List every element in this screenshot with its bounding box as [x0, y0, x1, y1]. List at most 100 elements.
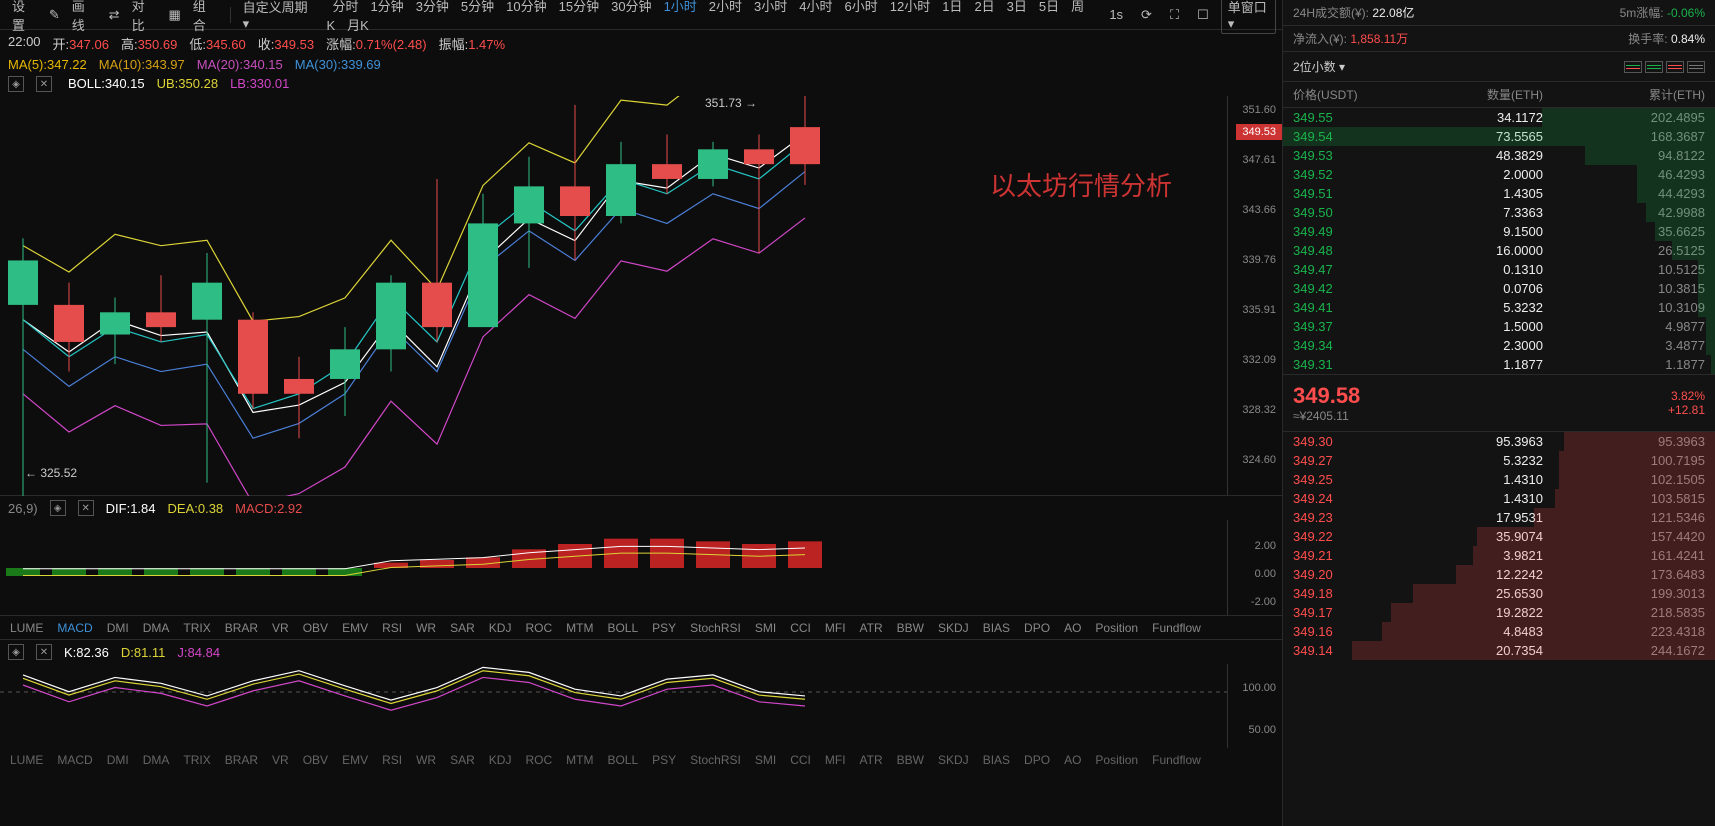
period-3小时[interactable]: 3小时 — [748, 0, 793, 16]
view-mode-2[interactable] — [1645, 61, 1663, 73]
indicator-tab-BRAR[interactable]: BRAR — [225, 621, 258, 635]
book-row[interactable]: 349.1825.6530199.3013 — [1283, 584, 1715, 603]
kdj-pane[interactable]: 100.0050.00 — [0, 664, 1282, 748]
indicator-tab-ROC[interactable]: ROC — [525, 753, 552, 767]
macd-pane[interactable]: 2.000.00-2.00 — [0, 520, 1282, 616]
view-mode-3[interactable] — [1666, 61, 1684, 73]
period-5日[interactable]: 5日 — [1033, 0, 1065, 16]
book-row[interactable]: 349.499.150035.6625 — [1283, 222, 1715, 241]
indicator-tab-BIAS[interactable]: BIAS — [983, 621, 1010, 635]
book-row[interactable]: 349.5473.5565168.3687 — [1283, 127, 1715, 146]
period-1小时[interactable]: 1小时 — [658, 0, 703, 16]
indicator-tab-DMA[interactable]: DMA — [143, 753, 170, 767]
period-3日[interactable]: 3日 — [1001, 0, 1033, 16]
indicator-tab-DMI[interactable]: DMI — [107, 753, 129, 767]
view-mode-1[interactable] — [1624, 61, 1642, 73]
indicator-tab-Fundflow[interactable]: Fundflow — [1152, 621, 1201, 635]
period-15分钟[interactable]: 15分钟 — [553, 0, 605, 16]
book-row[interactable]: 349.164.8483223.4318 — [1283, 622, 1715, 641]
indicator-tab-VR[interactable]: VR — [272, 753, 289, 767]
indicator-tab-Position[interactable]: Position — [1095, 621, 1138, 635]
indicator-tab-MFI[interactable]: MFI — [825, 621, 846, 635]
indicator-tab-BOLL[interactable]: BOLL — [607, 621, 638, 635]
indicator-tab-AO[interactable]: AO — [1064, 753, 1081, 767]
indicator-tab-BRAR[interactable]: BRAR — [225, 753, 258, 767]
indicator-tab-SAR[interactable]: SAR — [450, 753, 475, 767]
book-row[interactable]: 349.1420.7354244.1672 — [1283, 641, 1715, 660]
indicator-tab-MFI[interactable]: MFI — [825, 753, 846, 767]
indicator-tab-CCI[interactable]: CCI — [790, 621, 811, 635]
book-row[interactable]: 349.2317.9531121.5346 — [1283, 508, 1715, 527]
book-row[interactable]: 349.1719.2822218.5835 — [1283, 603, 1715, 622]
camera-icon[interactable]: ☐ — [1191, 5, 1215, 25]
indicator-tab-OBV[interactable]: OBV — [303, 753, 328, 767]
book-row[interactable]: 349.3095.396395.3963 — [1283, 432, 1715, 451]
view-mode-4[interactable] — [1687, 61, 1705, 73]
indicator-tab-SKDJ[interactable]: SKDJ — [938, 753, 969, 767]
indicator-tab-ATR[interactable]: ATR — [860, 753, 883, 767]
indicator-tab-MTM[interactable]: MTM — [566, 753, 593, 767]
book-row[interactable]: 349.371.50004.9877 — [1283, 317, 1715, 336]
indicator-tab-DMI[interactable]: DMI — [107, 621, 129, 635]
period-分时[interactable]: 分时 — [326, 0, 364, 16]
main-chart-pane[interactable]: 以太坊行情分析 351.73 → ← 325.52 351.60347.6134… — [0, 96, 1282, 496]
book-row[interactable]: 349.511.430544.4293 — [1283, 184, 1715, 203]
period-10分钟[interactable]: 10分钟 — [500, 0, 552, 16]
fullscreen-icon[interactable]: ⛶ — [1164, 5, 1185, 25]
indicator-tab-DPO[interactable]: DPO — [1024, 753, 1050, 767]
book-row[interactable]: 349.241.4310103.5815 — [1283, 489, 1715, 508]
indicator-tab-MACD[interactable]: MACD — [57, 753, 92, 767]
indicator-tab-SAR[interactable]: SAR — [450, 621, 475, 635]
period-2日[interactable]: 2日 — [968, 0, 1000, 16]
indicator-tab-ROC[interactable]: ROC — [525, 621, 552, 635]
period-1分钟[interactable]: 1分钟 — [364, 0, 409, 16]
book-row[interactable]: 349.342.30003.4877 — [1283, 336, 1715, 355]
indicator-tab-SMI[interactable]: SMI — [755, 753, 776, 767]
book-row[interactable]: 349.5534.1172202.4895 — [1283, 108, 1715, 127]
book-row[interactable]: 349.213.9821161.4241 — [1283, 546, 1715, 565]
indicator-tab-Fundflow[interactable]: Fundflow — [1152, 753, 1201, 767]
period-5分钟[interactable]: 5分钟 — [455, 0, 500, 16]
indicator-tab-CCI[interactable]: CCI — [790, 753, 811, 767]
indicator-tab-SKDJ[interactable]: SKDJ — [938, 621, 969, 635]
indicator-tab-EMV[interactable]: EMV — [342, 621, 368, 635]
indicator-tab-SMI[interactable]: SMI — [755, 621, 776, 635]
kdj-close-icon[interactable]: ✕ — [36, 644, 52, 660]
book-row[interactable]: 349.507.336342.9988 — [1283, 203, 1715, 222]
book-row[interactable]: 349.2235.9074157.4420 — [1283, 527, 1715, 546]
indicator-tab-KDJ[interactable]: KDJ — [489, 753, 512, 767]
book-row[interactable]: 349.275.3232100.7195 — [1283, 451, 1715, 470]
kdj-eye-icon[interactable]: ◈ — [8, 644, 24, 660]
indicator-tab-Position[interactable]: Position — [1095, 753, 1138, 767]
indicator-tab-RSI[interactable]: RSI — [382, 621, 402, 635]
close-icon[interactable]: ✕ — [36, 76, 52, 92]
indicator-tab-KDJ[interactable]: KDJ — [489, 621, 512, 635]
book-row[interactable]: 349.311.18771.1877 — [1283, 355, 1715, 374]
indicator-tab-BOLL[interactable]: BOLL — [607, 753, 638, 767]
indicator-tab-PSY[interactable]: PSY — [652, 621, 676, 635]
book-row[interactable]: 349.420.070610.3815 — [1283, 279, 1715, 298]
indicator-tab-OBV[interactable]: OBV — [303, 621, 328, 635]
indicator-tab-StochRSI[interactable]: StochRSI — [690, 621, 741, 635]
period-4小时[interactable]: 4小时 — [793, 0, 838, 16]
indicator-tab-PSY[interactable]: PSY — [652, 753, 676, 767]
decimals-select[interactable]: 2位小数 ▾ — [1293, 58, 1345, 75]
indicator-tab-TRIX[interactable]: TRIX — [183, 753, 210, 767]
indicator-tab-RSI[interactable]: RSI — [382, 753, 402, 767]
period-6小时[interactable]: 6小时 — [839, 0, 884, 16]
book-row[interactable]: 349.415.323210.3109 — [1283, 298, 1715, 317]
indicator-tab-DMA[interactable]: DMA — [143, 621, 170, 635]
period-1日[interactable]: 1日 — [936, 0, 968, 16]
book-row[interactable]: 349.2012.2242173.6483 — [1283, 565, 1715, 584]
indicator-tab-StochRSI[interactable]: StochRSI — [690, 753, 741, 767]
period-3分钟[interactable]: 3分钟 — [410, 0, 455, 16]
indicator-tab-MTM[interactable]: MTM — [566, 621, 593, 635]
indicator-tab-BIAS[interactable]: BIAS — [983, 753, 1010, 767]
single-window-button[interactable]: 单窗口 ▾ — [1221, 0, 1276, 34]
indicator-tab-EMV[interactable]: EMV — [342, 753, 368, 767]
indicator-tab-MACD[interactable]: MACD — [57, 621, 92, 635]
book-row[interactable]: 349.4816.000026.5125 — [1283, 241, 1715, 260]
period-12小时[interactable]: 12小时 — [884, 0, 936, 16]
indicator-tab-LUME[interactable]: LUME — [10, 753, 43, 767]
period-2小时[interactable]: 2小时 — [703, 0, 748, 16]
